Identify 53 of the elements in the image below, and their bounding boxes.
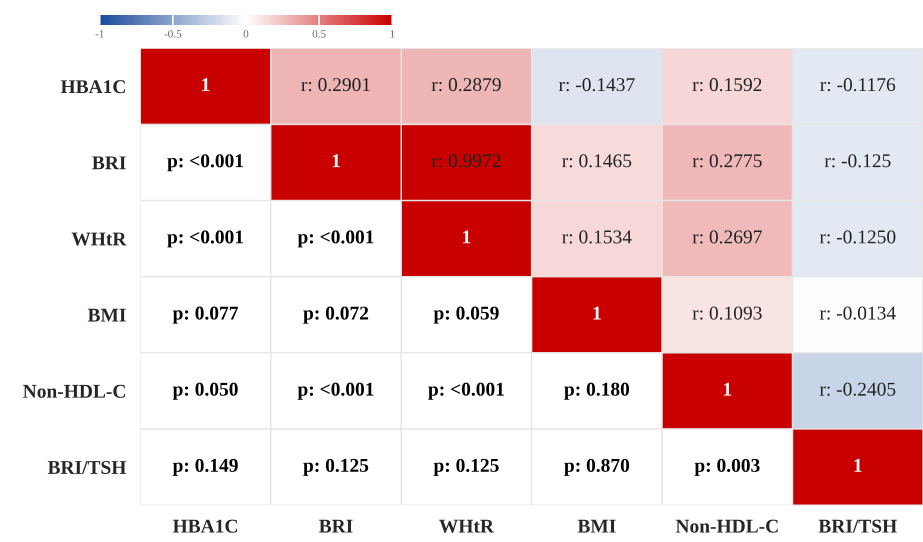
y-tick-label: WHtR xyxy=(72,232,127,246)
data-label: r: 0.1592 xyxy=(692,78,762,92)
color-bar-label: -0.5 xyxy=(164,30,182,38)
text: p: 0.149 xyxy=(172,458,238,476)
text: p: 0.125 xyxy=(303,458,368,476)
data-label: r: 0.1093 xyxy=(692,306,762,320)
y-tick-label: HBA1C xyxy=(60,80,125,94)
data-label: 1 xyxy=(594,306,601,320)
data-label: 1 xyxy=(463,230,470,244)
text: p: 0.003 xyxy=(694,458,760,476)
text: p: <0.001 xyxy=(428,382,504,400)
data-label: r: -0.0134 xyxy=(820,306,896,320)
data-label: r: 0.9972 xyxy=(432,154,500,168)
text: p: 0.072 xyxy=(303,306,368,324)
x-tick-label: Non-HDL-C xyxy=(676,520,778,533)
text: p: 0.050 xyxy=(172,382,238,400)
text: p: 0.125 xyxy=(434,458,499,476)
data-label: r: 0.1534 xyxy=(562,230,632,244)
data-label: r: -0.1176 xyxy=(820,78,896,92)
y-tick-label: BRI xyxy=(92,156,126,170)
data-label: 1 xyxy=(332,154,340,168)
text: p: 0.059 xyxy=(434,306,499,324)
text: p: 0.870 xyxy=(564,458,630,476)
data-label: 1 xyxy=(854,458,862,472)
data-label: r: -0.125 xyxy=(824,154,890,168)
x-tick-label: BRI/TSH xyxy=(818,520,897,533)
y-tick-label: BMI xyxy=(88,308,126,322)
text: p: <0.001 xyxy=(167,154,244,172)
data-label: 1 xyxy=(202,78,210,91)
data-label: r: 0.2775 xyxy=(692,154,762,168)
text: p: <0.001 xyxy=(298,382,374,400)
data-label: r: -0.2405 xyxy=(820,382,896,396)
data-label: r: 0.1465 xyxy=(562,154,632,168)
y-tick-label: BRI/TSH xyxy=(48,460,126,474)
text: p: 0.180 xyxy=(564,382,630,400)
data-label: r: 0.2697 xyxy=(692,230,762,244)
y-tick-label: Non-HDL-C xyxy=(23,384,125,398)
text: p: <0.001 xyxy=(298,230,374,248)
color-bar-label: 0.5 xyxy=(312,30,326,38)
text: p: <0.001 xyxy=(167,230,244,248)
text: p: 0.077 xyxy=(172,306,238,324)
data-label: r: 0.2879 xyxy=(432,78,501,92)
data-label: r: -0.1437 xyxy=(558,78,635,92)
color-bar-label: 0 xyxy=(244,30,248,38)
x-tick-label: BMI xyxy=(578,520,616,533)
data-label: 1 xyxy=(724,382,732,396)
x-tick-label: HBA1C xyxy=(172,520,237,533)
data-label: r: -0.1250 xyxy=(820,230,896,244)
x-tick-label: BRI xyxy=(319,520,353,533)
data-label: r: 0.2901 xyxy=(301,78,370,92)
color-bar-label: 1 xyxy=(390,30,394,38)
color-bar-label: -1 xyxy=(95,30,104,38)
x-tick-label: WHtR xyxy=(439,520,494,533)
